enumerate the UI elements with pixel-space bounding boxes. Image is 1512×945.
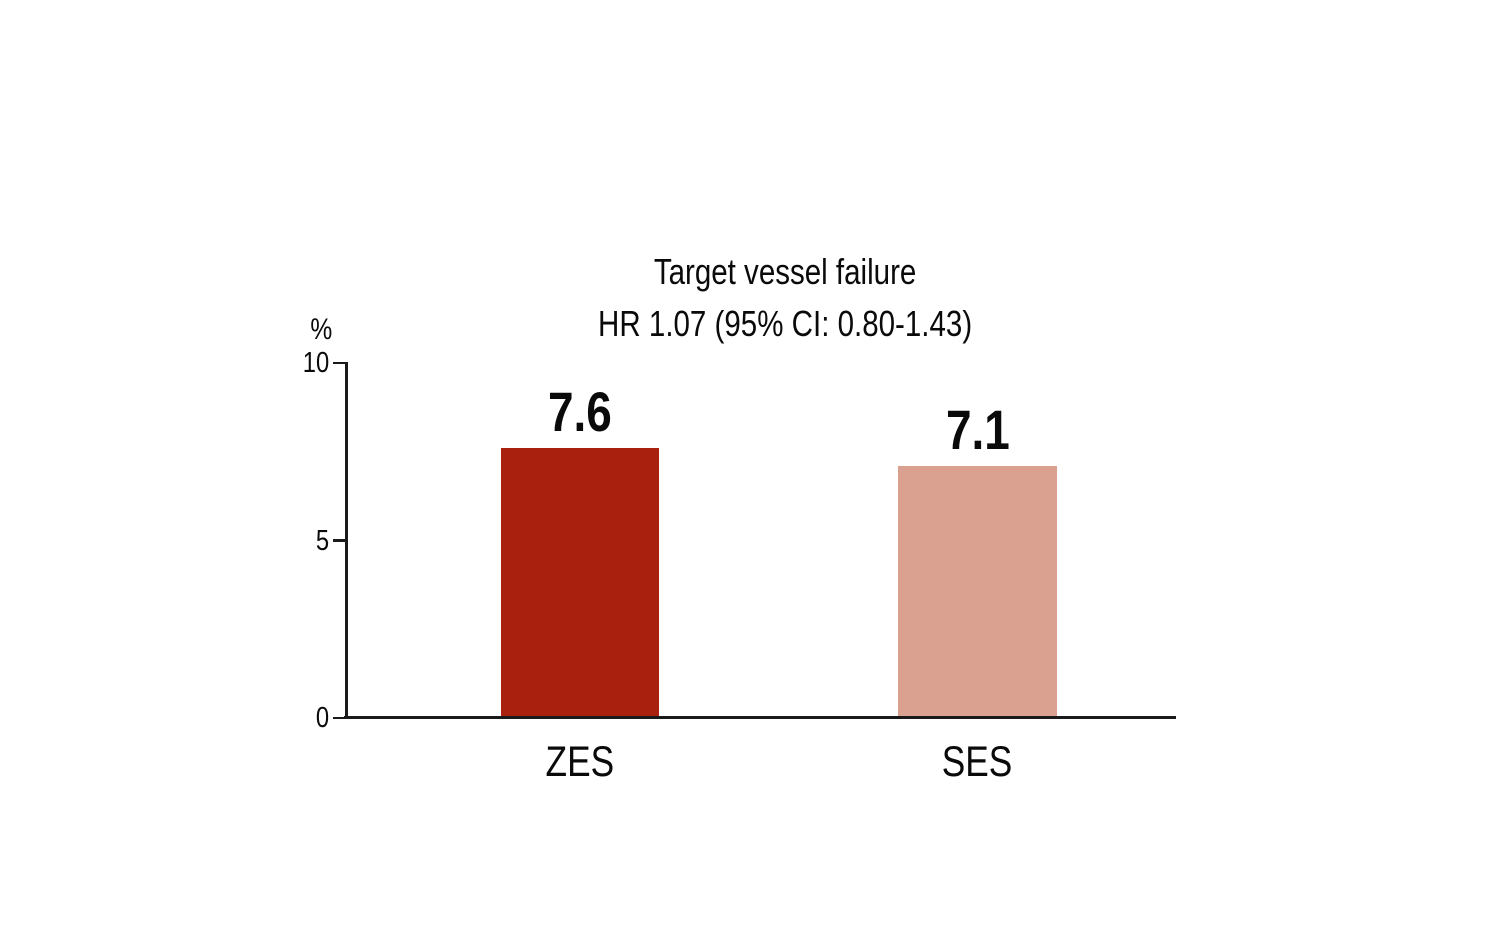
- bar-group-zes: 7.6: [501, 384, 659, 718]
- bar-value-label-zes: 7.6: [548, 380, 612, 444]
- y-tick-5: 5: [250, 526, 346, 556]
- y-tick-mark: [333, 361, 346, 365]
- y-axis-unit-label: %: [310, 313, 332, 346]
- y-tick-mark: [333, 539, 346, 542]
- x-category-label-zes: ZES: [545, 738, 615, 786]
- y-tick-label: 5: [315, 524, 329, 557]
- chart-title: Target vessel failure: [653, 251, 917, 292]
- y-axis-line: [345, 362, 348, 718]
- bar-zes: [501, 448, 659, 718]
- y-tick-mark: [333, 716, 346, 720]
- y-tick-label: 0: [315, 702, 329, 734]
- bar-value-label-ses: 7.1: [945, 398, 1010, 461]
- chart-title-block: Target vessel failure HR 1.07 (95% CI: 0…: [435, 246, 1135, 350]
- y-tick-10: 10: [250, 348, 346, 378]
- bar-group-ses: 7.1: [898, 402, 1057, 718]
- y-tick-0: 0: [250, 703, 346, 733]
- y-tick-label: 10: [302, 347, 329, 379]
- x-axis-line: [344, 716, 1176, 719]
- bar-ses: [898, 466, 1057, 718]
- chart-subtitle: HR 1.07 (95% CI: 0.80-1.43): [597, 303, 973, 344]
- x-category-label-ses: SES: [942, 738, 1013, 786]
